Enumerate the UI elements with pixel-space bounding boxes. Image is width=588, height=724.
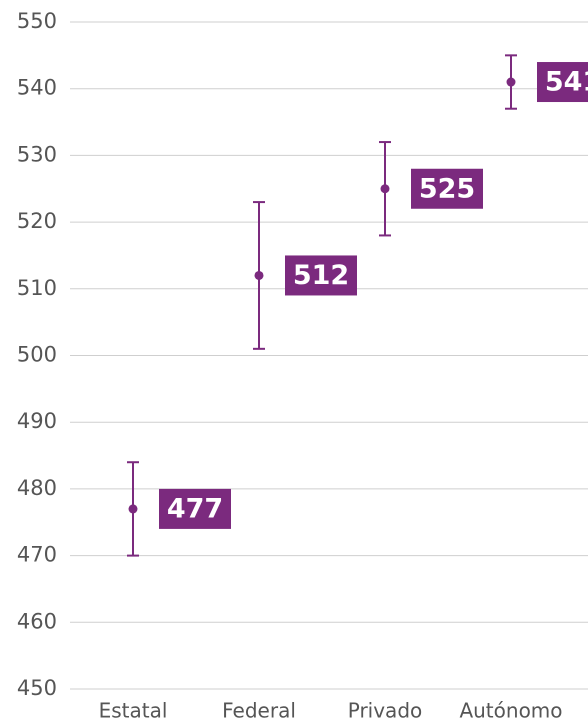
point (506, 77, 516, 87)
value-label: 512 (293, 260, 349, 291)
label-box (411, 168, 483, 209)
y-tick-label: 540 (17, 76, 57, 100)
y-tick-label: 530 (17, 142, 57, 166)
y-tick-label: 520 (17, 209, 57, 233)
point (254, 270, 264, 280)
label-box (537, 62, 588, 103)
value-label: 525 (419, 173, 475, 204)
x-tick-label: Privado (348, 699, 423, 723)
value-label: 477 (167, 493, 223, 524)
y-tick-label: 550 (17, 9, 57, 33)
y-tick-label: 460 (17, 609, 57, 633)
y-tick-label: 490 (17, 409, 57, 433)
y-tick-label: 450 (17, 676, 57, 700)
x-tick-label: Federal (222, 699, 296, 723)
point (380, 184, 390, 194)
point (128, 504, 138, 514)
label-box (159, 488, 231, 529)
y-tick-label: 480 (17, 476, 57, 500)
label-box (285, 255, 357, 296)
y-tick-label: 500 (17, 343, 57, 367)
x-tick-label: Estatal (99, 699, 168, 723)
value-label: 541 (545, 67, 588, 98)
y-tick-label: 510 (17, 276, 57, 300)
y-tick-label: 470 (17, 543, 57, 567)
x-tick-label: Autónomo (459, 699, 562, 723)
